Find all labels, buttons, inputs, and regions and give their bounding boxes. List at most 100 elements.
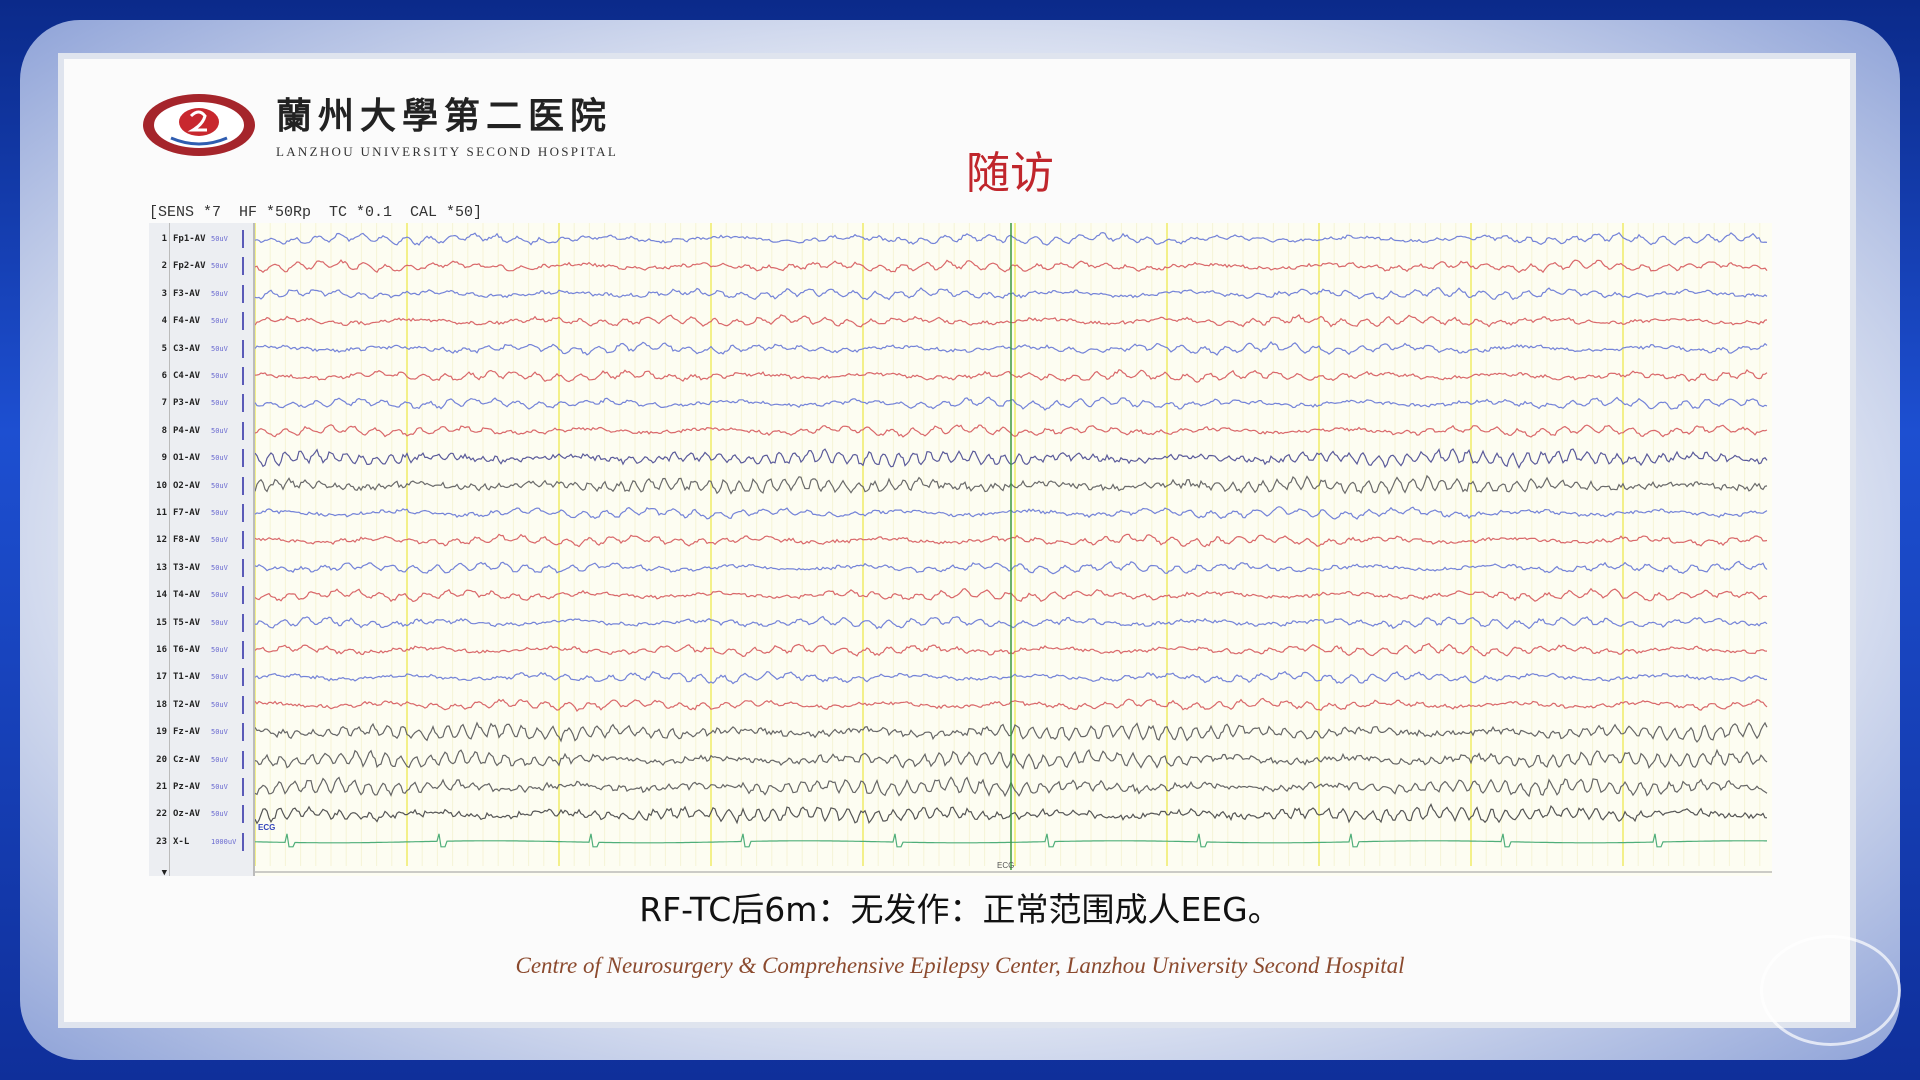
channel-num: 6 xyxy=(161,371,167,381)
calibration-bar xyxy=(242,723,244,742)
channel-name: T6-AV xyxy=(173,645,201,655)
channel-label: 7 P3-AV 50uV xyxy=(149,394,253,413)
channel-unit: 50uV xyxy=(211,454,228,463)
channel-label: 4 F4-AV 50uV xyxy=(149,312,253,331)
channel-unit: 50uV xyxy=(211,755,228,764)
channel-label: 23 X-L 1000uV xyxy=(149,832,253,851)
channel-num: 14 xyxy=(156,590,167,601)
channel-label: 10 O2-AV 50uV xyxy=(149,476,253,495)
channel-num: 5 xyxy=(161,343,167,354)
channel-num: 12 xyxy=(156,535,167,546)
channel-name: Pz-AV xyxy=(173,782,201,792)
channel-num: 21 xyxy=(156,782,167,792)
calibration-bar xyxy=(242,586,244,605)
channel-unit: 50uV xyxy=(211,262,228,271)
channel-label: 2 Fp2-AV 50uV xyxy=(149,257,253,276)
channel-name: F8-AV xyxy=(173,535,201,546)
calibration-bar xyxy=(242,613,244,632)
channel-unit: 50uV xyxy=(211,618,228,627)
channel-name: T1-AV xyxy=(173,672,201,683)
ecg-label: ECG xyxy=(258,823,275,832)
channel-unit: 50uV xyxy=(211,563,228,572)
channel-name: T5-AV xyxy=(173,617,201,628)
channel-name: Cz-AV xyxy=(173,754,201,765)
channel-label: 9 O1-AV 50uV xyxy=(149,449,253,468)
channel-num: 20 xyxy=(156,754,167,765)
channel-label: 22 Oz-AV 50uV xyxy=(149,805,253,824)
channel-num: 17 xyxy=(156,672,167,683)
calibration-bar xyxy=(242,339,244,358)
calibration-bar xyxy=(242,421,244,440)
divider xyxy=(169,223,170,876)
summary-text: RF-TC后6m：无发作：正常范围成人EEG。 xyxy=(639,890,1281,929)
channel-unit: 50uV xyxy=(211,536,228,545)
channel-unit: 50uV xyxy=(211,810,228,819)
channel-num: 13 xyxy=(156,562,167,573)
channel-name: F4-AV xyxy=(173,316,201,327)
channel-num: 8 xyxy=(161,425,167,436)
channel-num: 11 xyxy=(156,508,167,518)
channel-label: 15 T5-AV 50uV xyxy=(149,613,253,632)
channel-label: 13 T3-AV 50uV xyxy=(149,558,253,577)
channel-label: 20 Cz-AV 50uV xyxy=(149,750,253,769)
eeg-settings: [SENS *7 HF *50Rp TC *0.1 CAL *50] xyxy=(149,204,483,221)
calibration-bar xyxy=(242,778,244,796)
calibration-bar xyxy=(242,750,244,769)
channel-name: F7-AV xyxy=(173,508,201,518)
channel-name: O2-AV xyxy=(173,480,201,491)
channel-unit: 50uV xyxy=(211,344,228,353)
channel-unit: 50uV xyxy=(211,591,228,600)
channel-label: 12 F8-AV 50uV xyxy=(149,531,253,550)
channel-num: 9 xyxy=(161,453,167,464)
channel-label: 21 Pz-AV 50uV xyxy=(149,778,253,796)
footer-text: Centre of Neurosurgery & Comprehensive E… xyxy=(515,953,1405,978)
channel-label: 11 F7-AV 50uV xyxy=(149,504,253,522)
channel-num: 1 xyxy=(161,234,167,244)
hospital-name-cn: 蘭州大學第二医院 xyxy=(276,95,613,137)
channel-num: 4 xyxy=(161,316,167,327)
channel-num: 10 xyxy=(156,480,167,491)
channel-unit: 50uV xyxy=(211,728,228,737)
channel-unit: 50uV xyxy=(211,673,228,682)
marker-arrow-icon: ▼ xyxy=(161,868,167,879)
channel-name: Fz-AV xyxy=(173,727,201,738)
eeg-viewer: 1 Fp1-AV 50uV 2 Fp2-AV 50uV 3 F3-AV 50uV 4 F4-AV 50… xyxy=(149,223,1772,879)
channel-unit: 50uV xyxy=(211,481,228,490)
calibration-bar xyxy=(242,641,244,659)
channel-name: Oz-AV xyxy=(173,809,201,820)
channel-label: 17 T1-AV 50uV xyxy=(149,668,253,687)
trace-background xyxy=(255,223,1772,876)
channel-num: 3 xyxy=(161,288,167,299)
bottom-row-label: ▼ xyxy=(149,867,253,879)
channel-label: 16 T6-AV 50uV xyxy=(149,641,253,659)
channel-name: X-L xyxy=(173,836,190,847)
channel-label: 3 F3-AV 50uV xyxy=(149,284,253,303)
channel-name: C3-AV xyxy=(173,343,201,354)
channel-name: Fp2-AV xyxy=(173,261,206,272)
calibration-bar xyxy=(242,394,244,413)
channel-name: O1-AV xyxy=(173,453,201,464)
channel-name: P3-AV xyxy=(173,398,201,409)
channel-num: 15 xyxy=(156,617,167,628)
channel-label: 8 P4-AV 50uV xyxy=(149,421,253,440)
calibration-bar xyxy=(242,504,244,522)
calibration-bar xyxy=(242,476,244,495)
calibration-bar xyxy=(242,668,244,687)
channel-unit: 50uV xyxy=(211,372,228,380)
channel-label: 6 C4-AV 50uV xyxy=(149,367,253,385)
channel-label: 1 Fp1-AV 50uV xyxy=(149,230,253,248)
calibration-bar xyxy=(242,312,244,331)
channel-name: C4-AV xyxy=(173,371,201,381)
channel-name: T2-AV xyxy=(173,699,201,710)
calibration-bar xyxy=(242,257,244,276)
watermark-logo xyxy=(1760,935,1901,1046)
calibration-bar xyxy=(242,449,244,468)
channel-unit: 50uV xyxy=(211,700,228,709)
calibration-bar xyxy=(242,695,244,714)
calibration-bar xyxy=(242,367,244,385)
channel-num: 16 xyxy=(156,645,167,655)
channel-label: 18 T2-AV 50uV xyxy=(149,695,253,714)
channel-unit: 1000uV xyxy=(211,837,237,846)
channel-unit: 50uV xyxy=(211,399,228,408)
channel-label: 14 T4-AV 50uV xyxy=(149,586,253,605)
